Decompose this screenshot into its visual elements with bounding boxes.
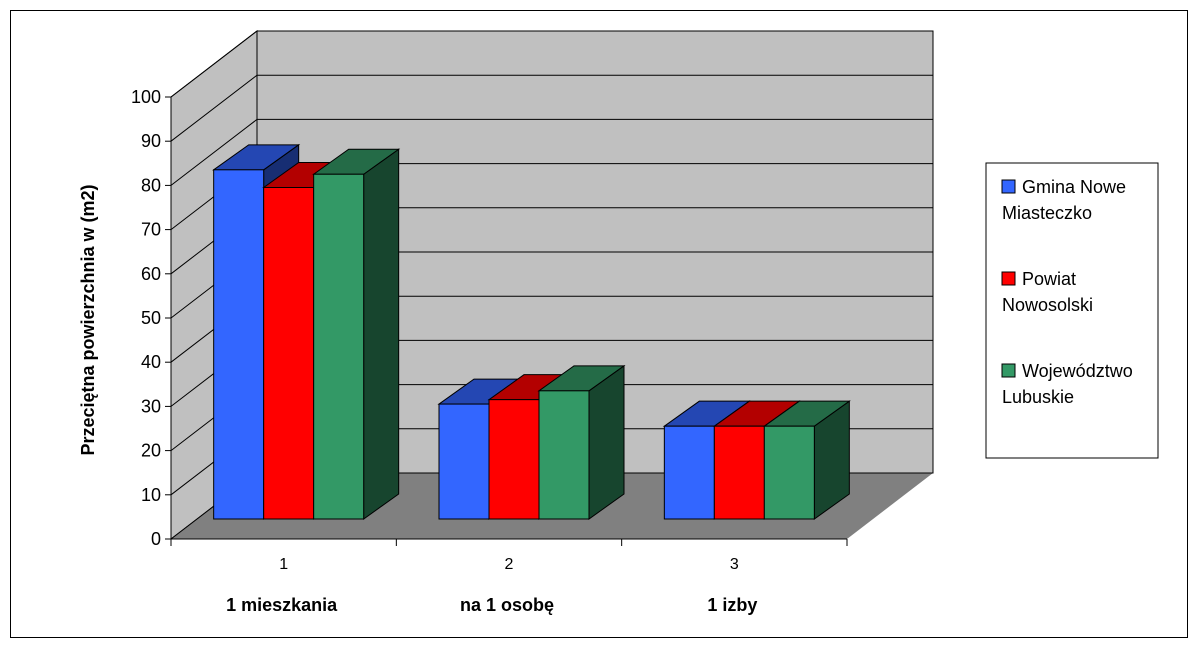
bar-side (588, 364, 625, 520)
y-tick-label: 0 (151, 529, 161, 549)
x-tick-label: 1 (279, 556, 288, 573)
bar-front (438, 403, 490, 520)
y-tick-label: 10 (141, 485, 161, 505)
bar-series (212, 143, 851, 520)
x-category-label: na 1 osobę (460, 595, 554, 615)
y-tick-label: 70 (141, 220, 161, 240)
y-tick-label: 20 (141, 441, 161, 461)
legend: Gmina Nowe Miasteczko Powiat Nowosolski Woje… (985, 162, 1159, 459)
gridline (170, 30, 933, 98)
bar (312, 148, 401, 520)
axes: 0 10 20 30 40 50 60 70 80 90 100 1 1 mieszkania 2 na 1… (131, 87, 848, 615)
y-tick-label: 90 (141, 131, 161, 151)
legend-swatch (1001, 363, 1016, 378)
y-tick-label: 30 (141, 396, 161, 416)
bar (537, 364, 626, 520)
y-axis-title: Przeciętna powierzchnia w (m2) (78, 184, 98, 455)
bar-front (763, 425, 815, 520)
bar-front (663, 425, 715, 520)
bar-front (488, 399, 540, 520)
gridline (170, 74, 933, 142)
y-tick-label: 100 (131, 87, 161, 107)
bar-front (313, 173, 365, 520)
y-tick-label: 40 (141, 352, 161, 372)
bar-front (713, 425, 765, 520)
y-tick-label: 50 (141, 308, 161, 328)
bar-front (538, 390, 590, 520)
x-tick-label: 2 (505, 556, 514, 573)
x-category-label: 1 mieszkania (226, 595, 338, 615)
legend-label: Powiat Nowosolski (1002, 269, 1093, 315)
x-tick-label: 3 (730, 556, 739, 573)
bar (762, 400, 851, 520)
y-tick-label: 60 (141, 264, 161, 284)
legend-box (985, 162, 1159, 459)
x-category-label: 1 izby (707, 595, 757, 615)
bar-side (363, 148, 400, 520)
bar-front (213, 169, 265, 520)
legend-label: Gmina Nowe Miasteczko (1002, 177, 1126, 223)
y-tick-label: 80 (141, 175, 161, 195)
legend-label: Województwo Lubuskie (1002, 361, 1133, 407)
gridline (170, 118, 933, 186)
legend-swatch (1001, 179, 1016, 194)
legend-swatch (1001, 271, 1016, 286)
bar-front (263, 187, 315, 520)
